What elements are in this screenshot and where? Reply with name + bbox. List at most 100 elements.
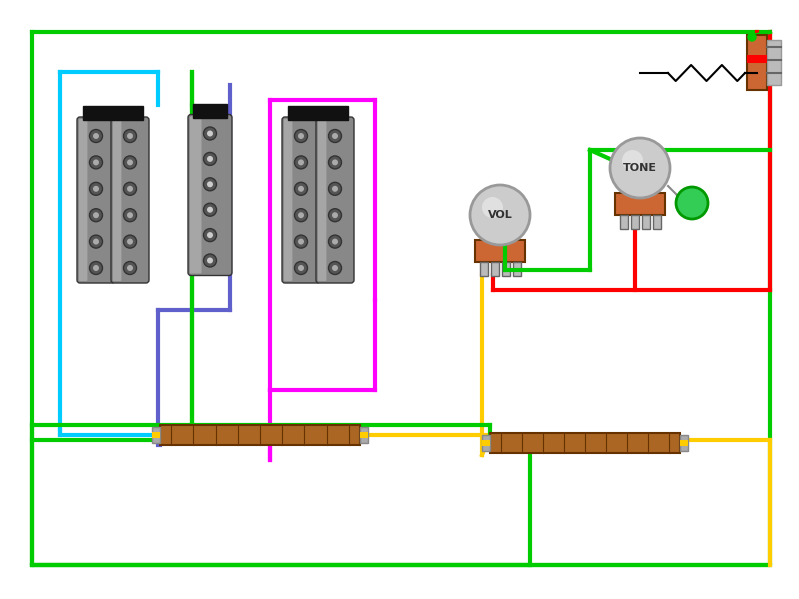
FancyBboxPatch shape bbox=[316, 117, 354, 283]
Bar bbox=[160, 425, 360, 445]
Circle shape bbox=[748, 33, 756, 41]
Circle shape bbox=[204, 254, 217, 267]
Circle shape bbox=[332, 133, 338, 139]
Circle shape bbox=[93, 186, 99, 192]
Circle shape bbox=[295, 262, 308, 274]
Circle shape bbox=[204, 203, 217, 216]
Circle shape bbox=[207, 131, 213, 137]
Bar bbox=[83, 106, 143, 120]
Text: TONE: TONE bbox=[623, 163, 657, 173]
Bar bbox=[747, 55, 767, 63]
Circle shape bbox=[298, 265, 304, 271]
Circle shape bbox=[482, 197, 503, 218]
Bar bbox=[482, 440, 490, 446]
Circle shape bbox=[332, 186, 338, 192]
Circle shape bbox=[93, 265, 99, 271]
FancyBboxPatch shape bbox=[77, 117, 115, 283]
Bar bbox=[480, 262, 488, 276]
Circle shape bbox=[204, 152, 217, 165]
Circle shape bbox=[295, 129, 308, 143]
Circle shape bbox=[328, 208, 341, 222]
Bar bbox=[193, 104, 227, 117]
FancyBboxPatch shape bbox=[79, 119, 87, 281]
Circle shape bbox=[332, 265, 338, 271]
Circle shape bbox=[124, 156, 137, 169]
Bar bbox=[502, 262, 510, 276]
Bar bbox=[288, 106, 348, 120]
Circle shape bbox=[298, 212, 304, 218]
Circle shape bbox=[204, 127, 217, 140]
Circle shape bbox=[207, 181, 213, 187]
Circle shape bbox=[124, 235, 137, 248]
Text: VOL: VOL bbox=[487, 210, 512, 220]
Circle shape bbox=[93, 238, 99, 244]
Circle shape bbox=[124, 182, 137, 195]
FancyBboxPatch shape bbox=[284, 119, 292, 281]
FancyBboxPatch shape bbox=[318, 119, 327, 281]
Circle shape bbox=[470, 185, 530, 245]
Bar bbox=[615, 193, 665, 215]
Circle shape bbox=[207, 258, 213, 264]
Bar bbox=[475, 240, 525, 262]
Bar bbox=[360, 427, 368, 443]
Bar bbox=[747, 35, 767, 90]
Bar bbox=[152, 432, 160, 438]
Circle shape bbox=[332, 159, 338, 165]
Circle shape bbox=[124, 208, 137, 222]
Circle shape bbox=[127, 133, 133, 139]
FancyBboxPatch shape bbox=[111, 117, 149, 283]
Circle shape bbox=[89, 182, 102, 195]
Circle shape bbox=[676, 187, 708, 219]
Bar bbox=[680, 435, 688, 451]
Circle shape bbox=[298, 238, 304, 244]
Circle shape bbox=[328, 129, 341, 143]
Circle shape bbox=[328, 262, 341, 274]
Bar bbox=[482, 435, 490, 451]
Circle shape bbox=[207, 156, 213, 162]
FancyBboxPatch shape bbox=[282, 117, 320, 283]
Circle shape bbox=[89, 235, 102, 248]
Circle shape bbox=[207, 207, 213, 213]
Circle shape bbox=[204, 229, 217, 241]
Circle shape bbox=[328, 182, 341, 195]
Circle shape bbox=[127, 265, 133, 271]
Bar bbox=[513, 262, 521, 276]
Circle shape bbox=[127, 212, 133, 218]
Circle shape bbox=[127, 186, 133, 192]
Circle shape bbox=[298, 133, 304, 139]
Circle shape bbox=[93, 133, 99, 139]
Circle shape bbox=[298, 159, 304, 165]
Circle shape bbox=[89, 262, 102, 274]
Circle shape bbox=[127, 159, 133, 165]
FancyBboxPatch shape bbox=[113, 119, 121, 281]
Circle shape bbox=[295, 208, 308, 222]
Circle shape bbox=[89, 208, 102, 222]
Circle shape bbox=[328, 235, 341, 248]
Circle shape bbox=[298, 186, 304, 192]
FancyBboxPatch shape bbox=[188, 114, 232, 276]
Circle shape bbox=[622, 150, 643, 171]
Circle shape bbox=[295, 156, 308, 169]
Circle shape bbox=[93, 159, 99, 165]
Circle shape bbox=[207, 232, 213, 238]
Circle shape bbox=[332, 238, 338, 244]
Circle shape bbox=[89, 129, 102, 143]
Bar bbox=[631, 215, 639, 229]
Circle shape bbox=[204, 178, 217, 191]
Circle shape bbox=[295, 182, 308, 195]
FancyBboxPatch shape bbox=[190, 116, 201, 274]
Circle shape bbox=[328, 156, 341, 169]
Circle shape bbox=[124, 262, 137, 274]
Bar bbox=[767, 40, 781, 85]
Bar bbox=[653, 215, 661, 229]
Bar bbox=[620, 215, 628, 229]
Circle shape bbox=[332, 212, 338, 218]
Circle shape bbox=[295, 235, 308, 248]
Bar bbox=[680, 440, 688, 446]
Circle shape bbox=[610, 138, 670, 198]
Bar bbox=[360, 432, 368, 438]
Circle shape bbox=[93, 212, 99, 218]
Bar bbox=[642, 215, 650, 229]
Bar bbox=[152, 427, 160, 443]
Bar bbox=[491, 262, 499, 276]
